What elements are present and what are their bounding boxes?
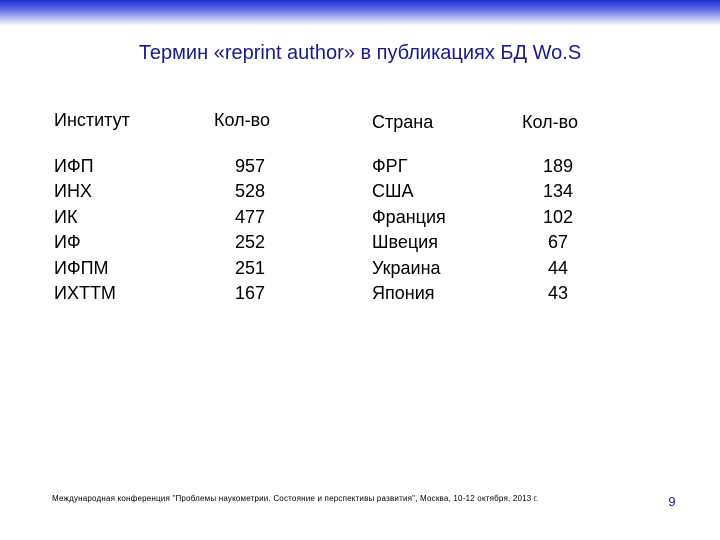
institute-count: 477	[234, 206, 266, 227]
header-institute: Институт	[54, 110, 130, 130]
institute-count: 251	[234, 257, 266, 278]
institute-count: 252	[234, 232, 266, 253]
country-count: 134	[542, 181, 574, 202]
country-name: ФРГ	[372, 156, 408, 176]
slide-title: Термин «reprint author» в публикациях БД…	[138, 42, 582, 64]
country-name: Украина	[372, 257, 441, 278]
country-name-list: ФРГ США Франция Швеция Украина Япония	[372, 154, 446, 306]
top-gradient-band	[0, 0, 720, 26]
institute-name: ИФП	[54, 156, 94, 176]
institute-name: ИХТТМ	[54, 283, 116, 304]
institute-name: ИФПМ	[54, 257, 109, 278]
institute-count-list: 957 528 477 252 251 167	[226, 154, 274, 306]
stats-table: Институт Кол-во Страна Кол-во ИФП ИНХ ИК…	[0, 108, 720, 308]
country-count: 44	[547, 257, 569, 278]
country-name: Швеция	[372, 232, 438, 253]
page-number: 9	[668, 494, 676, 509]
header-country-count: Кол-во	[522, 112, 578, 132]
country-count: 189	[542, 156, 574, 176]
institute-name: ИК	[54, 206, 78, 227]
header-country: Страна	[372, 112, 434, 132]
institute-count: 528	[234, 181, 266, 202]
country-count: 102	[542, 206, 574, 227]
institute-name: ИНХ	[54, 181, 92, 202]
country-count-list: 189 134 102 67 44 43	[534, 154, 582, 306]
country-name: Франция	[372, 206, 446, 227]
country-count: 43	[547, 283, 569, 304]
country-name: США	[372, 181, 414, 202]
institute-count: 957	[234, 156, 266, 176]
footer-conference-note: Международная конференция "Проблемы наук…	[52, 494, 539, 503]
institute-name: ИФ	[54, 232, 81, 253]
header-institute-count: Кол-во	[214, 110, 270, 130]
institute-name-list: ИФП ИНХ ИК ИФ ИФПМ ИХТТМ	[54, 154, 116, 306]
country-name: Япония	[372, 283, 435, 304]
country-count: 67	[547, 232, 569, 253]
institute-count: 167	[234, 283, 266, 304]
